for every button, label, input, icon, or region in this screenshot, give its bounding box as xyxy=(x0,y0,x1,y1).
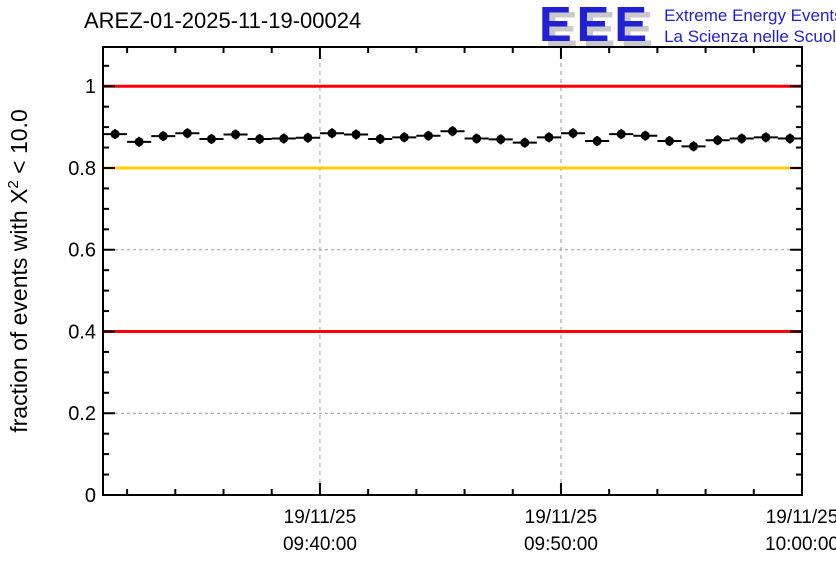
data-point xyxy=(592,136,602,146)
data-point xyxy=(761,132,771,142)
data-point xyxy=(182,128,192,138)
x-tick-label-date: 19/11/25 xyxy=(766,507,836,528)
data-point xyxy=(616,129,626,139)
data-point xyxy=(327,128,337,138)
data-point xyxy=(423,131,433,141)
eee-logo-acronym: EEE xyxy=(539,0,653,52)
y-tick-label: 0.2 xyxy=(68,403,96,425)
data-point xyxy=(713,135,723,145)
y-tick-label: 0.8 xyxy=(68,158,96,180)
x-tick-label-time: 09:40:00 xyxy=(283,534,357,555)
data-point xyxy=(640,131,650,141)
data-point xyxy=(158,131,168,141)
y-tick-label: 1 xyxy=(85,76,96,98)
logo-line-1: Extreme Energy Events xyxy=(664,6,836,25)
eee-logo: EEE Extreme Energy Events La Scienza nel… xyxy=(539,0,836,52)
data-point xyxy=(110,129,120,139)
data-point xyxy=(785,134,795,144)
x-tick-label-time: 09:50:00 xyxy=(524,534,598,555)
data-point xyxy=(737,134,747,144)
data-point xyxy=(279,134,289,144)
x-tick-label-time: 10:00:00 xyxy=(765,534,836,555)
data-point xyxy=(231,129,241,139)
data-point xyxy=(544,132,554,142)
data-point xyxy=(496,134,506,144)
data-point xyxy=(375,134,385,144)
data-point xyxy=(399,132,409,142)
data-point xyxy=(206,134,216,144)
eee-logo-text: Extreme Energy Events La Scienza nelle S… xyxy=(664,2,836,47)
logo-line-2: La Scienza nelle Scuole xyxy=(664,27,836,46)
data-point xyxy=(520,138,530,148)
data-point xyxy=(472,134,482,144)
data-point xyxy=(664,136,674,146)
data-point xyxy=(689,141,699,151)
data-point xyxy=(351,129,361,139)
y-tick-label: 0 xyxy=(85,485,96,507)
data-point xyxy=(568,128,578,138)
data-point xyxy=(255,134,265,144)
x-tick-label-date: 19/11/25 xyxy=(525,507,598,528)
data-point xyxy=(448,126,457,136)
x-tick-label-date: 19/11/25 xyxy=(284,507,357,528)
y-tick-label: 0.6 xyxy=(68,240,96,262)
data-point xyxy=(303,133,313,143)
data-point xyxy=(134,137,144,147)
y-tick-label: 0.4 xyxy=(68,321,96,343)
plot-frame xyxy=(102,46,803,496)
y-axis-title: fraction of events with X2 < 10.0 xyxy=(5,109,32,433)
chart-title: AREZ-01-2025-11-19-00024 xyxy=(84,8,362,33)
